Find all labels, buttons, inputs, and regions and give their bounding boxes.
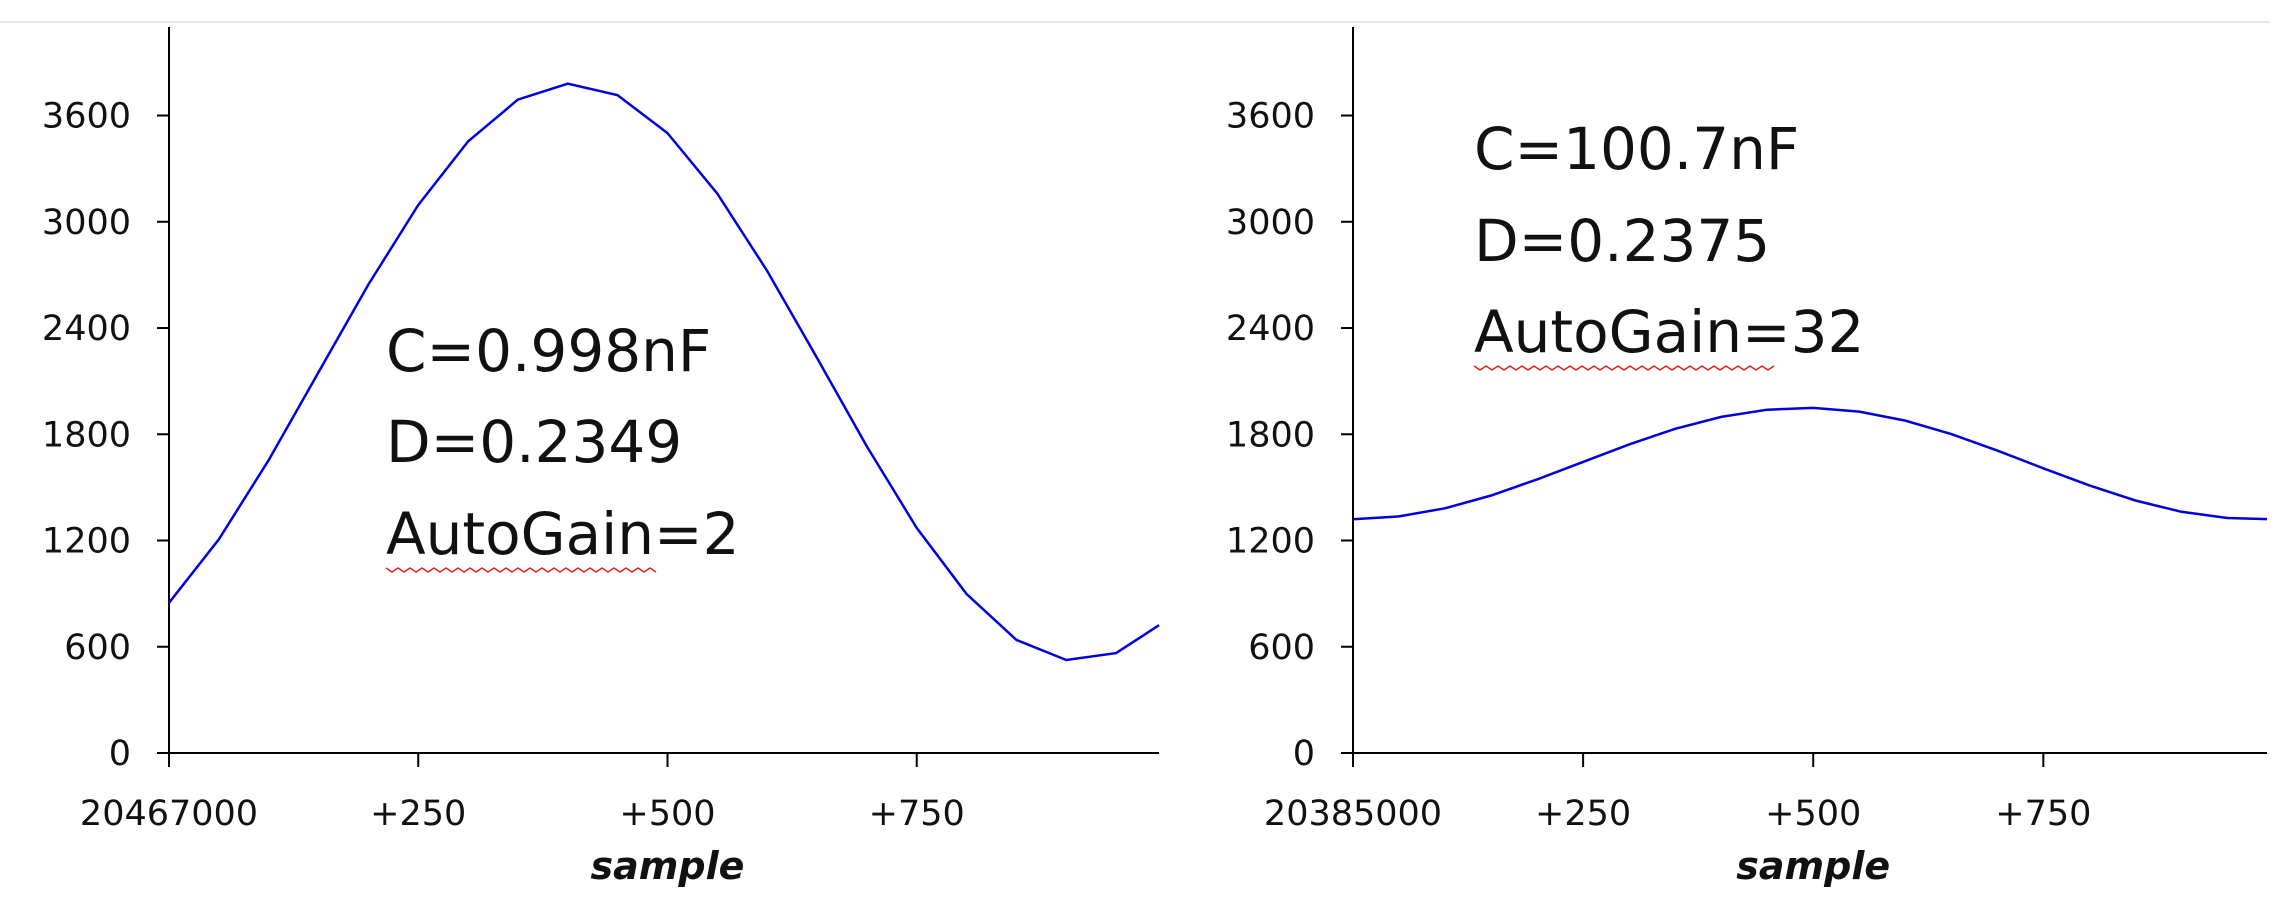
x-tick-label: 20467000 (80, 794, 258, 834)
y-tick-label: 600 (1248, 628, 1315, 668)
y-tick-label: 2400 (1226, 309, 1315, 349)
x-tick-label: +500 (619, 794, 715, 834)
signal-line (168, 82, 1160, 662)
y-tick-label: 2400 (42, 309, 131, 349)
x-tick-label: +750 (869, 794, 965, 834)
y-tick-label: 0 (1293, 734, 1315, 774)
y-tick-label: 1800 (42, 415, 131, 455)
annotation: D=0.2349 (386, 408, 682, 476)
x-tick-label: +750 (1995, 794, 2091, 834)
y-tick-label: 3600 (42, 97, 131, 137)
x-tick-label: +250 (1535, 794, 1631, 834)
annotation: AutoGain=32 (1474, 298, 1864, 366)
y-tick-label: 0 (109, 734, 131, 774)
annotation: C=0.998nF (386, 317, 711, 385)
y-tick-label: 3600 (1226, 97, 1315, 137)
y-tick-label: 1200 (42, 522, 131, 562)
x-axis-label: sample (591, 844, 745, 888)
x-tick-label: 20385000 (1264, 794, 1442, 834)
y-tick-label: 1200 (1226, 522, 1315, 562)
annotation: AutoGain=2 (386, 500, 740, 568)
signal-line (1352, 406, 2268, 521)
y-tick-label: 3000 (42, 203, 131, 243)
y-tick-label: 3000 (1226, 203, 1315, 243)
spell-underline (385, 567, 657, 573)
annotation: C=100.7nF (1474, 115, 1799, 183)
spell-underline (1473, 365, 1775, 371)
annotation: D=0.2375 (1474, 207, 1770, 275)
y-tick-label: 1800 (1226, 415, 1315, 455)
y-tick-label: 600 (64, 628, 131, 668)
x-tick-label: +500 (1765, 794, 1861, 834)
x-tick-label: +250 (370, 794, 466, 834)
x-axis-label: sample (1736, 844, 1890, 888)
